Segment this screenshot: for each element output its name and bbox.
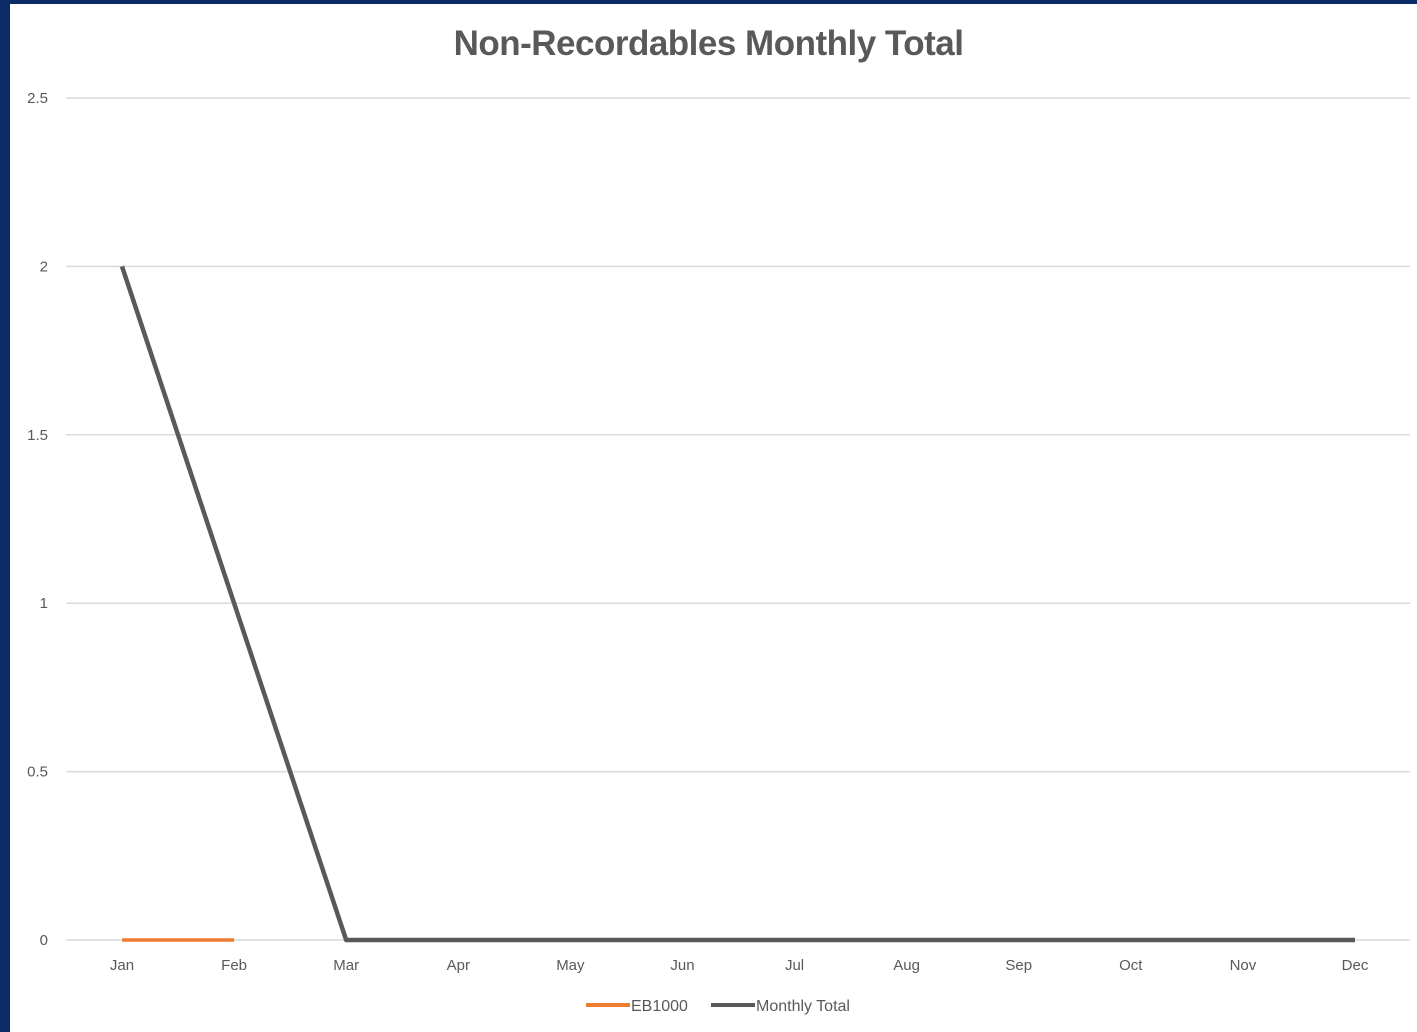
chart-area [10,4,1417,1032]
x-tick-label: Sep [1005,957,1032,974]
y-tick-label: 0.5 [27,764,48,781]
legend-label: Monthly Total [756,998,850,1015]
x-tick-label: May [556,957,585,974]
y-tick-label: 2.5 [27,90,48,107]
legend: EB1000 Monthly Total [586,998,850,1015]
y-tick-label: 0 [40,932,48,949]
x-tick-label: Feb [221,957,247,974]
x-tick-label: Nov [1230,957,1257,974]
x-tick-label: Aug [893,957,920,974]
gridlines [66,97,1410,941]
y-tick-label: 1 [40,595,48,612]
y-axis-ticks: 0 0.5 1 1.5 2 2.5 [27,90,48,949]
x-tick-label: Jul [785,957,804,974]
chart-title: Non-Recordables Monthly Total [453,24,964,63]
x-axis-ticks: Jan Feb Mar Apr May Jun Jul Aug Sep Oct Nov Dec [110,957,1369,974]
x-tick-label: Mar [333,957,359,974]
y-tick-label: 1.5 [27,427,48,444]
x-tick-label: Oct [1119,957,1143,974]
x-tick-label: Jun [670,957,694,974]
x-tick-label: Jan [110,957,134,974]
x-tick-label: Dec [1342,957,1369,974]
x-tick-label: Apr [447,957,470,974]
y-tick-label: 2 [40,258,48,275]
series-line-monthly-total [119,265,1355,943]
legend-label: EB1000 [631,998,688,1015]
series-lines [119,265,1355,943]
